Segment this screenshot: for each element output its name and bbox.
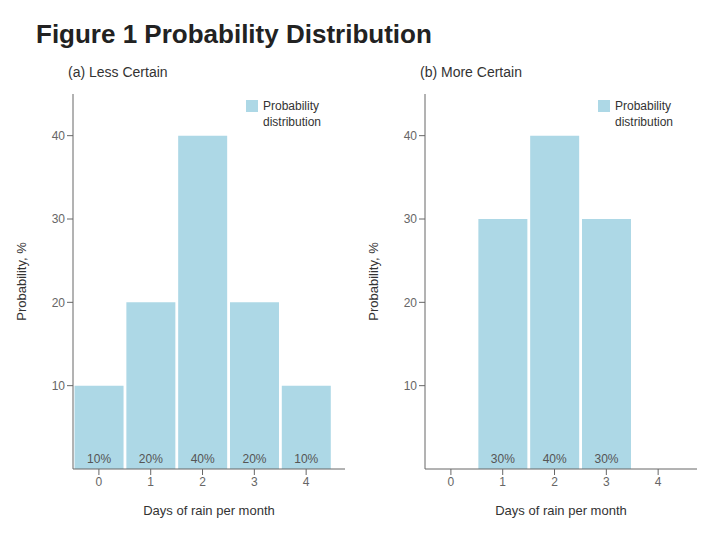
svg-text:20: 20 <box>52 296 66 310</box>
svg-text:Days of rain per month: Days of rain per month <box>143 503 275 518</box>
html-text:(a) Less Certain: (a) Less Certain <box>68 64 168 80</box>
svg-text:1: 1 <box>147 475 154 489</box>
svg-text:Probability, %: Probability, % <box>14 242 29 321</box>
svg-text:Probability, %: Probability, % <box>366 242 381 321</box>
svg-text:10: 10 <box>52 379 66 393</box>
svg-text:30%: 30% <box>491 452 515 466</box>
svg-text:40%: 40% <box>543 452 567 466</box>
svg-text:30: 30 <box>52 212 66 226</box>
html-text:(b) More Certain: (b) More Certain <box>420 64 522 80</box>
svg-text:10: 10 <box>404 379 418 393</box>
svg-text:2: 2 <box>199 475 206 489</box>
svg-text:20: 20 <box>404 296 418 310</box>
svg-text:0: 0 <box>96 475 103 489</box>
svg-text:3: 3 <box>603 475 610 489</box>
svg-text:10%: 10% <box>87 452 111 466</box>
svg-text:20%: 20% <box>139 452 163 466</box>
svg-text:10%: 10% <box>294 452 318 466</box>
html-text:Probability distribution: Probability distribution <box>615 99 673 129</box>
html-text:Probability distribution: Probability distribution <box>263 99 321 129</box>
svg-text:Days of rain per month: Days of rain per month <box>495 503 627 518</box>
svg-text:40%: 40% <box>191 452 215 466</box>
svg-text:4: 4 <box>303 475 310 489</box>
svg-text:4: 4 <box>655 475 662 489</box>
svg-text:20%: 20% <box>242 452 266 466</box>
svg-text:30%: 30% <box>594 452 618 466</box>
html-text:Figure 1 Probability Distribut: Figure 1 Probability Distribution <box>36 19 432 49</box>
svg-text:3: 3 <box>251 475 258 489</box>
svg-text:30: 30 <box>404 212 418 226</box>
svg-text:40: 40 <box>52 129 66 143</box>
svg-text:2: 2 <box>551 475 558 489</box>
svg-text:1: 1 <box>499 475 506 489</box>
svg-text:40: 40 <box>404 129 418 143</box>
svg-text:0: 0 <box>448 475 455 489</box>
